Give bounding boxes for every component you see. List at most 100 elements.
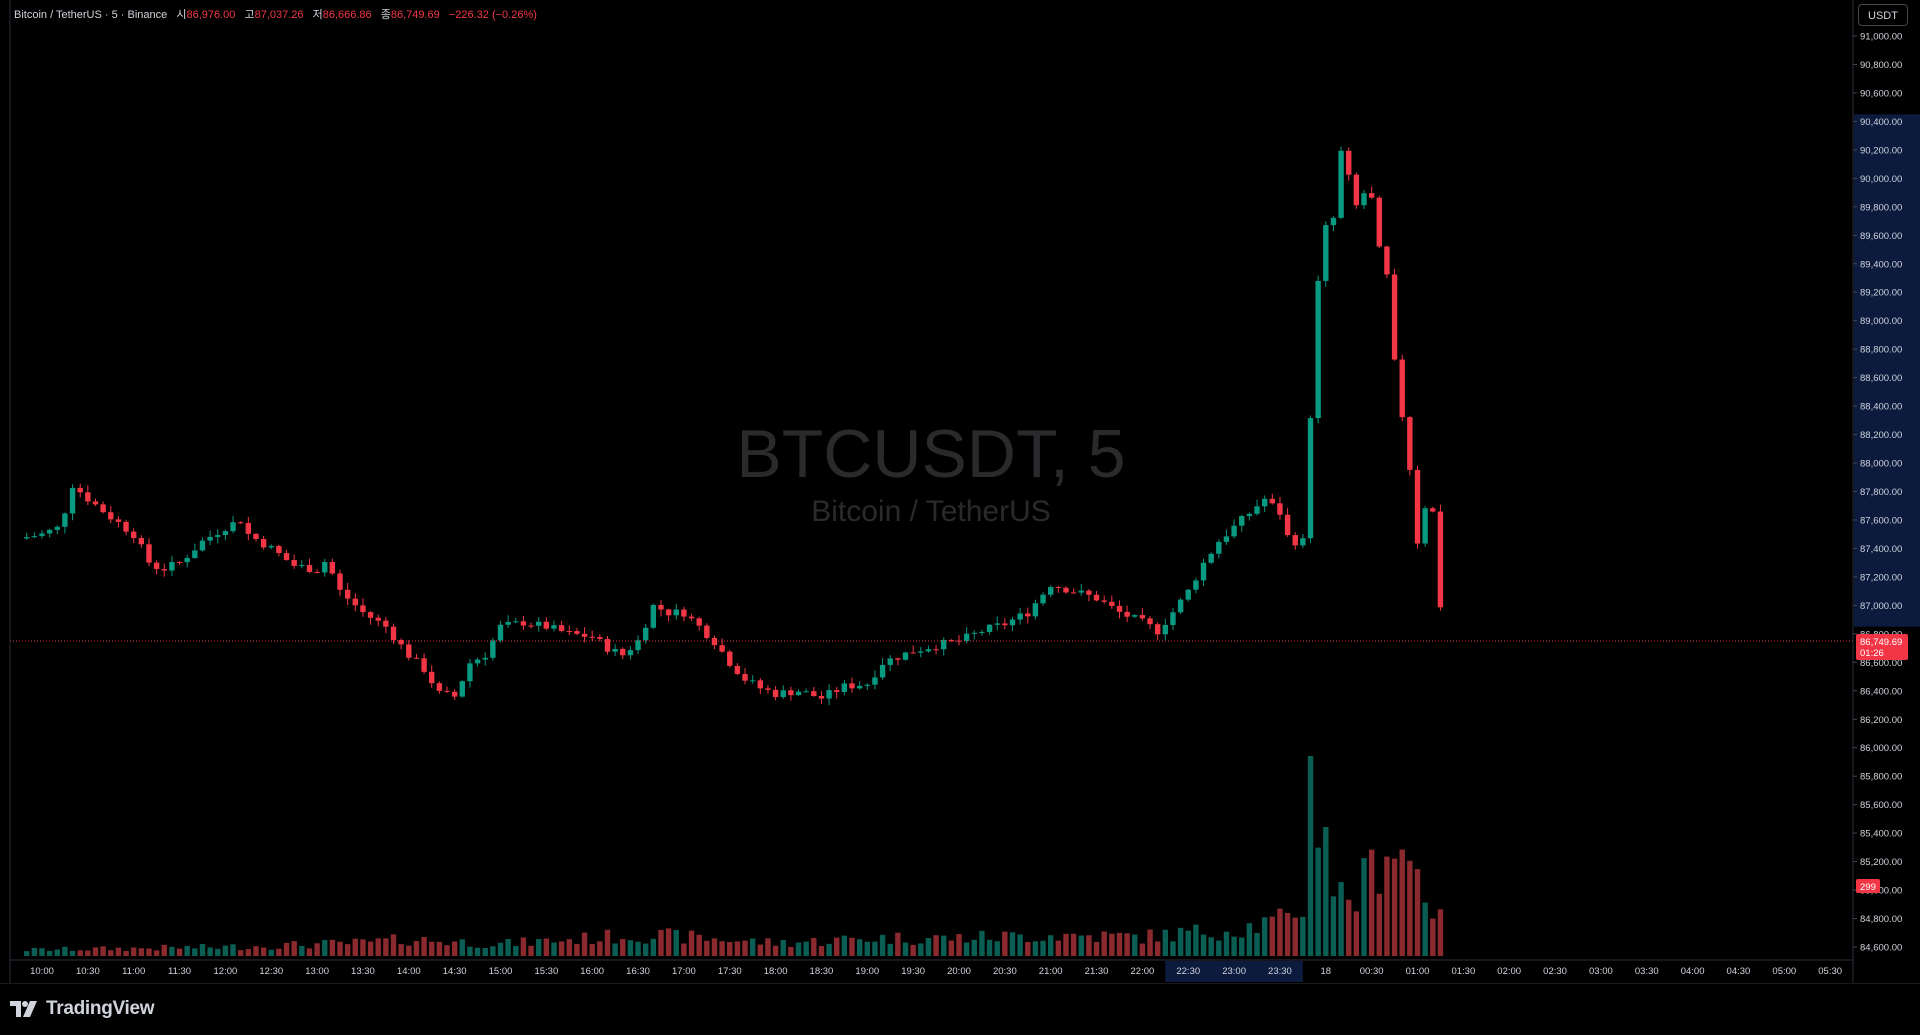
candle-body xyxy=(413,657,420,659)
candle-body xyxy=(803,691,809,693)
time-tick-label: 18:00 xyxy=(764,966,788,977)
candle-body xyxy=(337,573,343,590)
volume-bar xyxy=(1032,941,1039,956)
candle-body xyxy=(169,561,175,571)
volume-bar xyxy=(1315,847,1321,956)
volume-bar xyxy=(375,938,381,956)
price-tick-label: 89,800.00 xyxy=(1860,202,1902,213)
high-value: 87,037.26 xyxy=(254,9,304,21)
candle-body xyxy=(1200,562,1207,581)
volume-bar xyxy=(1216,940,1222,956)
volume-bar xyxy=(513,946,519,956)
candle-body xyxy=(322,562,328,573)
price-range-highlight xyxy=(1854,114,1920,627)
candle-body xyxy=(719,645,725,652)
candle-body xyxy=(849,683,855,689)
volume-bar xyxy=(1368,849,1375,956)
candle-body xyxy=(872,677,878,685)
candle-body xyxy=(528,625,534,627)
volume-bar xyxy=(306,948,313,956)
candle-body xyxy=(1216,541,1222,554)
candle-body xyxy=(77,487,83,493)
candle-body xyxy=(597,637,603,639)
candle-body xyxy=(558,625,565,631)
candle-body xyxy=(963,633,970,641)
volume-bar xyxy=(834,937,840,956)
volume-bar xyxy=(222,945,229,956)
time-tick-label: 01:30 xyxy=(1451,966,1475,977)
time-tick-label: 15:30 xyxy=(534,966,558,977)
watermark-name: Bitcoin / TetherUS xyxy=(811,495,1051,528)
volume-bar xyxy=(260,947,267,956)
volume-bar xyxy=(1185,930,1191,956)
volume-bar xyxy=(1437,909,1444,956)
candle-body xyxy=(1414,469,1421,544)
candle-body xyxy=(467,663,473,682)
price-tick-label: 89,600.00 xyxy=(1860,231,1902,242)
candle-body xyxy=(138,538,145,545)
candle-body xyxy=(276,545,282,554)
volume-bar xyxy=(1261,917,1268,956)
volume-bar xyxy=(291,941,297,956)
volume-bar xyxy=(1361,858,1367,956)
candle-body xyxy=(688,616,695,619)
candle-body xyxy=(910,652,916,654)
volume-bar xyxy=(314,943,320,956)
volume-bar xyxy=(604,929,611,956)
volume-bar xyxy=(986,939,993,956)
volume-bar xyxy=(994,941,1000,956)
candle-body xyxy=(1109,601,1115,606)
candle-body xyxy=(1147,618,1153,625)
candle-body xyxy=(146,544,152,563)
candle-body xyxy=(1162,624,1169,635)
currency-button[interactable]: USDT xyxy=(1858,4,1908,26)
time-tick-label: 21:00 xyxy=(1039,966,1063,977)
candle-body xyxy=(161,569,167,571)
candle-body xyxy=(1254,506,1260,514)
candle-body xyxy=(933,649,939,651)
volume-bar xyxy=(673,930,679,956)
symbol-legend[interactable]: Bitcoin / TetherUS · 5 · Binance 시86,976… xyxy=(14,6,537,22)
time-axis[interactable]: 10:00 10:30 11:00 11:30 12:00 12:30 13:00 13:30… xyxy=(30,966,1842,977)
volume-bar xyxy=(352,938,359,956)
volume-bar xyxy=(276,948,282,956)
candle-body xyxy=(536,621,542,626)
volume-bar xyxy=(688,930,695,956)
volume-bar xyxy=(505,939,511,956)
candle-body xyxy=(658,605,664,610)
volume-bar xyxy=(1086,935,1092,956)
candle-body xyxy=(482,657,488,660)
candle-body xyxy=(406,644,412,658)
candle-body xyxy=(383,620,389,627)
price-tick-label: 90,800.00 xyxy=(1860,60,1902,71)
candle-body xyxy=(1315,280,1321,419)
volume-bar xyxy=(153,950,160,956)
price-tick-label: 88,600.00 xyxy=(1860,373,1902,384)
candle-body xyxy=(1323,225,1329,281)
candle-body xyxy=(948,639,955,641)
time-tick-label: 03:30 xyxy=(1635,966,1659,977)
volume-bar xyxy=(1139,943,1146,956)
candle-body xyxy=(1055,587,1062,589)
price-tick-label: 86,400.00 xyxy=(1860,686,1902,697)
candle-body xyxy=(39,533,45,537)
time-tick-label: 02:00 xyxy=(1497,966,1521,977)
volume-bar xyxy=(1330,896,1337,956)
price-chart[interactable]: 91,000.00 90,800.00 90,600.00 90,400.00 90,2… xyxy=(0,0,1920,983)
candle-body xyxy=(1246,513,1253,517)
volume-bar xyxy=(650,938,657,956)
candle-body xyxy=(918,651,924,653)
candle-body xyxy=(620,648,626,656)
symbol-title[interactable]: Bitcoin / TetherUS · 5 · Binance xyxy=(14,9,168,21)
volume-bar xyxy=(727,942,733,956)
candle-body xyxy=(46,529,53,534)
tradingview-logo[interactable]: TradingView xyxy=(10,998,155,1020)
candle-body xyxy=(1154,624,1161,635)
volume-bar xyxy=(283,942,290,956)
candle-body xyxy=(979,631,985,633)
time-tick-label: 12:00 xyxy=(214,966,238,977)
volume-bar xyxy=(864,941,870,956)
volume-bar xyxy=(108,950,114,956)
volume-bar xyxy=(398,944,404,956)
price-axis[interactable]: 91,000.00 90,800.00 90,600.00 90,400.00 90,2… xyxy=(1853,32,1902,954)
